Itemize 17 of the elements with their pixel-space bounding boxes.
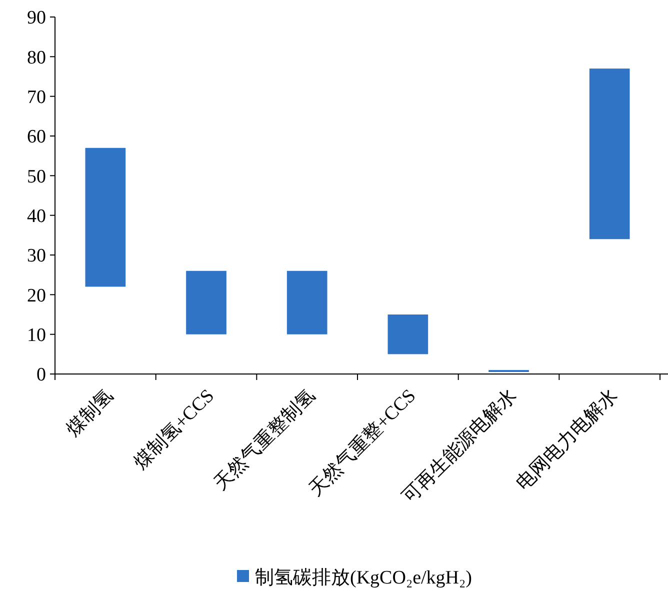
- y-tick-label: 10: [27, 324, 46, 346]
- bar: [589, 68, 630, 240]
- x-tick-label: 煤制氢: [62, 385, 118, 441]
- y-tick-label: 0: [36, 364, 46, 386]
- y-tick-label: 20: [27, 285, 46, 306]
- bar: [388, 314, 428, 354]
- bar: [286, 270, 328, 334]
- bar: [186, 270, 226, 334]
- legend-label: 制氢碳排放(KgCO₂e/kgH₂): [255, 568, 472, 589]
- bar: [85, 148, 126, 287]
- y-tick-label: 30: [27, 246, 46, 267]
- y-tick-label: 80: [27, 47, 46, 68]
- y-tick-label: 70: [27, 86, 46, 108]
- y-tick-label: 40: [27, 206, 46, 227]
- y-tick-label: 50: [27, 166, 46, 188]
- y-tick-label: 90: [27, 8, 46, 29]
- y-tick-label: 60: [27, 126, 46, 148]
